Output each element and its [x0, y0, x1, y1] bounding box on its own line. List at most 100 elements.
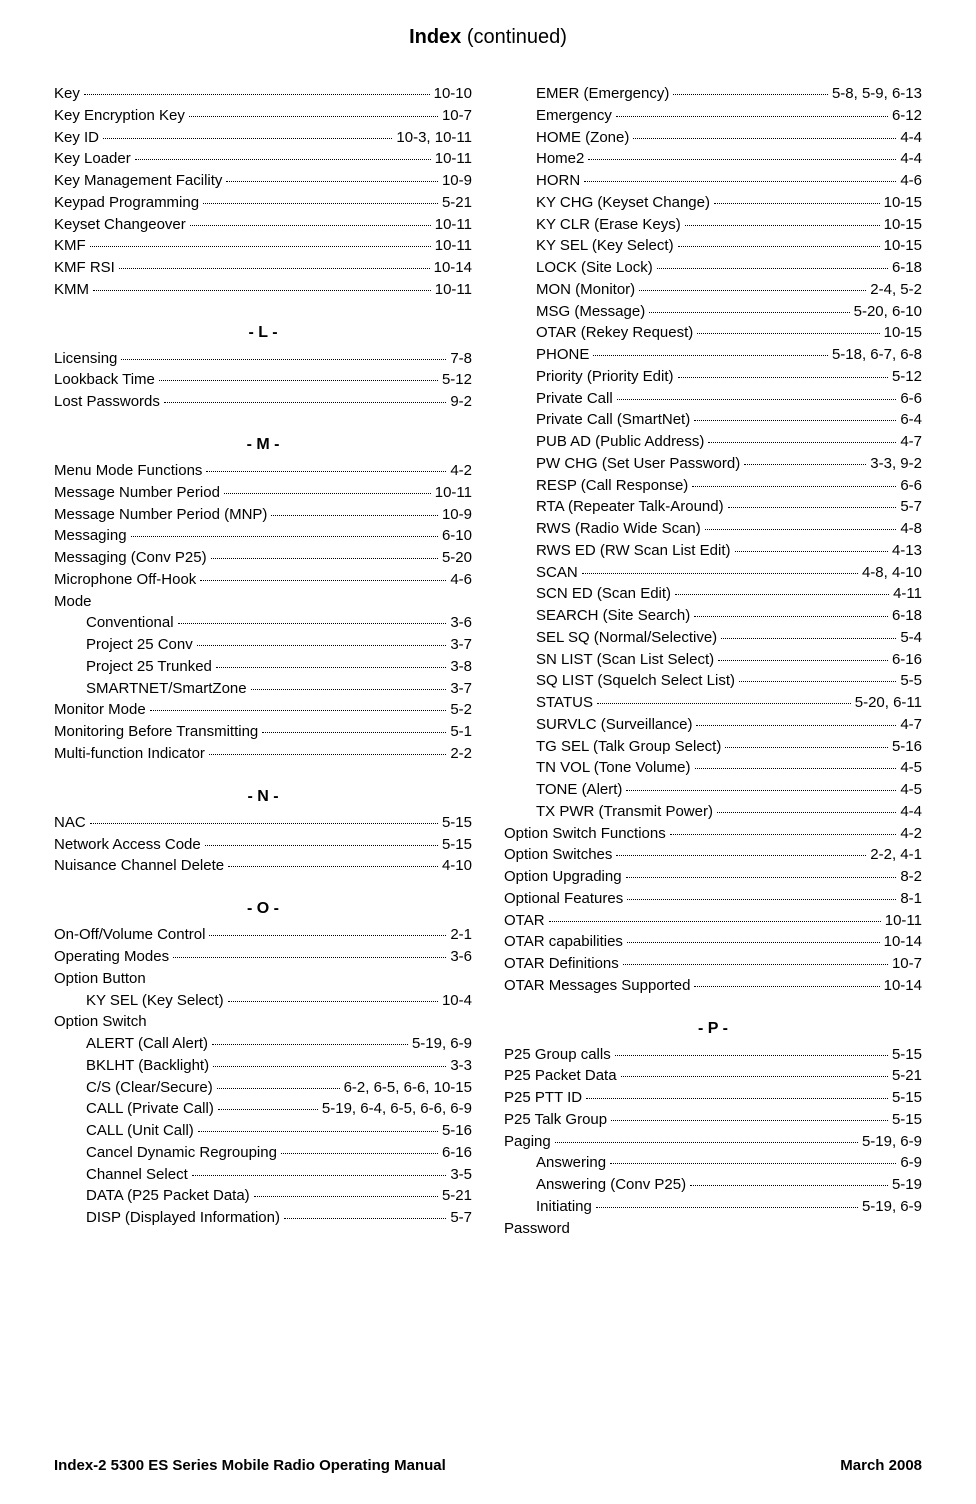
- index-pages: 10-14: [884, 975, 922, 997]
- index-pages: 2-4, 5-2: [870, 279, 922, 301]
- index-entry: Option Switches2-2, 4-1: [504, 844, 922, 866]
- index-pages: 6-9: [900, 1152, 922, 1174]
- index-pages: 5-18, 6-7, 6-8: [832, 344, 922, 366]
- index-term: Nuisance Channel Delete: [54, 855, 224, 877]
- index-term: Microphone Off-Hook: [54, 569, 196, 591]
- index-entry: DISP (Displayed Information)5-7: [54, 1207, 472, 1229]
- index-term: Mode: [54, 591, 92, 613]
- index-term: Messaging: [54, 525, 127, 547]
- index-entry: Option Button: [54, 968, 472, 990]
- leader-dots: [281, 1153, 438, 1154]
- index-pages: 5-15: [892, 1044, 922, 1066]
- index-pages: 10-9: [442, 170, 472, 192]
- index-term: OTAR Messages Supported: [504, 975, 690, 997]
- leader-dots: [718, 660, 888, 661]
- leader-dots: [616, 855, 866, 856]
- index-term: Password: [504, 1218, 570, 1240]
- index-entry: Answering6-9: [504, 1152, 922, 1174]
- leader-dots: [159, 380, 438, 381]
- index-entry: RWS ED (RW Scan List Edit)4-13: [504, 540, 922, 562]
- index-entry: Private Call (SmartNet)6-4: [504, 409, 922, 431]
- index-term: Project 25 Trunked: [54, 656, 212, 678]
- leader-dots: [694, 616, 888, 617]
- leader-dots: [131, 536, 438, 537]
- index-entry: Network Access Code5-15: [54, 834, 472, 856]
- index-term: P25 Talk Group: [504, 1109, 607, 1131]
- section-heading: - N -: [54, 785, 472, 808]
- index-entry: Messaging6-10: [54, 525, 472, 547]
- leader-dots: [251, 689, 447, 690]
- index-entry: PUB AD (Public Address)4-7: [504, 431, 922, 453]
- index-pages: 4-2: [900, 823, 922, 845]
- index-pages: 3-6: [450, 612, 472, 634]
- section-heading: - O -: [54, 897, 472, 920]
- index-entry: OTAR capabilities10-14: [504, 931, 922, 953]
- leader-dots: [254, 1196, 438, 1197]
- leader-dots: [284, 1218, 446, 1219]
- index-term: Key Encryption Key: [54, 105, 185, 127]
- index-entry: SCN ED (Scan Edit)4-11: [504, 583, 922, 605]
- index-pages: 6-2, 6-5, 6-6, 10-15: [344, 1077, 472, 1099]
- index-pages: 5-7: [900, 496, 922, 518]
- index-entry: Keyset Changeover10-11: [54, 214, 472, 236]
- index-pages: 5-7: [450, 1207, 472, 1229]
- index-term: P25 Group calls: [504, 1044, 611, 1066]
- index-entry: DATA (P25 Packet Data)5-21: [54, 1185, 472, 1207]
- index-entry: PW CHG (Set User Password)3-3, 9-2: [504, 453, 922, 475]
- leader-dots: [611, 1120, 888, 1121]
- index-term: Option Upgrading: [504, 866, 622, 888]
- index-term: Operating Modes: [54, 946, 169, 968]
- index-term: Home2: [504, 148, 584, 170]
- index-pages: 5-21: [442, 192, 472, 214]
- leader-dots: [549, 921, 881, 922]
- leader-dots: [228, 866, 438, 867]
- index-entry: CALL (Unit Call)5-16: [54, 1120, 472, 1142]
- index-pages: 6-12: [892, 105, 922, 127]
- index-pages: 5-20: [442, 547, 472, 569]
- leader-dots: [135, 159, 431, 160]
- index-term: Option Button: [54, 968, 146, 990]
- leader-dots: [164, 402, 446, 403]
- leader-dots: [697, 333, 879, 334]
- index-pages: 5-16: [442, 1120, 472, 1142]
- index-term: PW CHG (Set User Password): [504, 453, 740, 475]
- index-term: MSG (Message): [504, 301, 645, 323]
- index-pages: 10-11: [435, 148, 472, 170]
- index-pages: 4-7: [900, 714, 922, 736]
- index-term: Key Management Facility: [54, 170, 222, 192]
- index-term: Option Switch: [54, 1011, 147, 1033]
- leader-dots: [226, 181, 438, 182]
- index-term: Paging: [504, 1131, 551, 1153]
- index-term: TG SEL (Talk Group Select): [504, 736, 721, 758]
- leader-dots: [582, 573, 858, 574]
- index-entry: STATUS5-20, 6-11: [504, 692, 922, 714]
- leader-dots: [584, 181, 896, 182]
- index-pages: 8-2: [900, 866, 922, 888]
- index-entry: SN LIST (Scan List Select)6-16: [504, 649, 922, 671]
- index-entry: LOCK (Site Lock)6-18: [504, 257, 922, 279]
- leader-dots: [150, 710, 447, 711]
- leader-dots: [203, 203, 438, 204]
- index-pages: 5-12: [892, 366, 922, 388]
- index-pages: 6-18: [892, 257, 922, 279]
- index-entry: Channel Select3-5: [54, 1164, 472, 1186]
- index-entry: SEL SQ (Normal/Selective)5-4: [504, 627, 922, 649]
- index-pages: 5-19, 6-4, 6-5, 6-6, 6-9: [322, 1098, 472, 1120]
- index-pages: 3-7: [450, 634, 472, 656]
- index-entry: Password: [504, 1218, 922, 1240]
- index-entry: TONE (Alert)4-5: [504, 779, 922, 801]
- leader-dots: [216, 667, 446, 668]
- index-term: Initiating: [504, 1196, 592, 1218]
- leader-dots: [626, 790, 896, 791]
- leader-dots: [616, 116, 888, 117]
- index-entry: KY CHG (Keyset Change)10-15: [504, 192, 922, 214]
- index-pages: 5-21: [442, 1185, 472, 1207]
- index-term: Monitor Mode: [54, 699, 146, 721]
- index-entry: Emergency6-12: [504, 105, 922, 127]
- index-entry: Microphone Off-Hook4-6: [54, 569, 472, 591]
- leader-dots: [627, 942, 880, 943]
- index-pages: 5-1: [450, 721, 472, 743]
- leader-dots: [103, 138, 392, 139]
- leader-dots: [657, 268, 888, 269]
- index-term: KY SEL (Key Select): [54, 990, 224, 1012]
